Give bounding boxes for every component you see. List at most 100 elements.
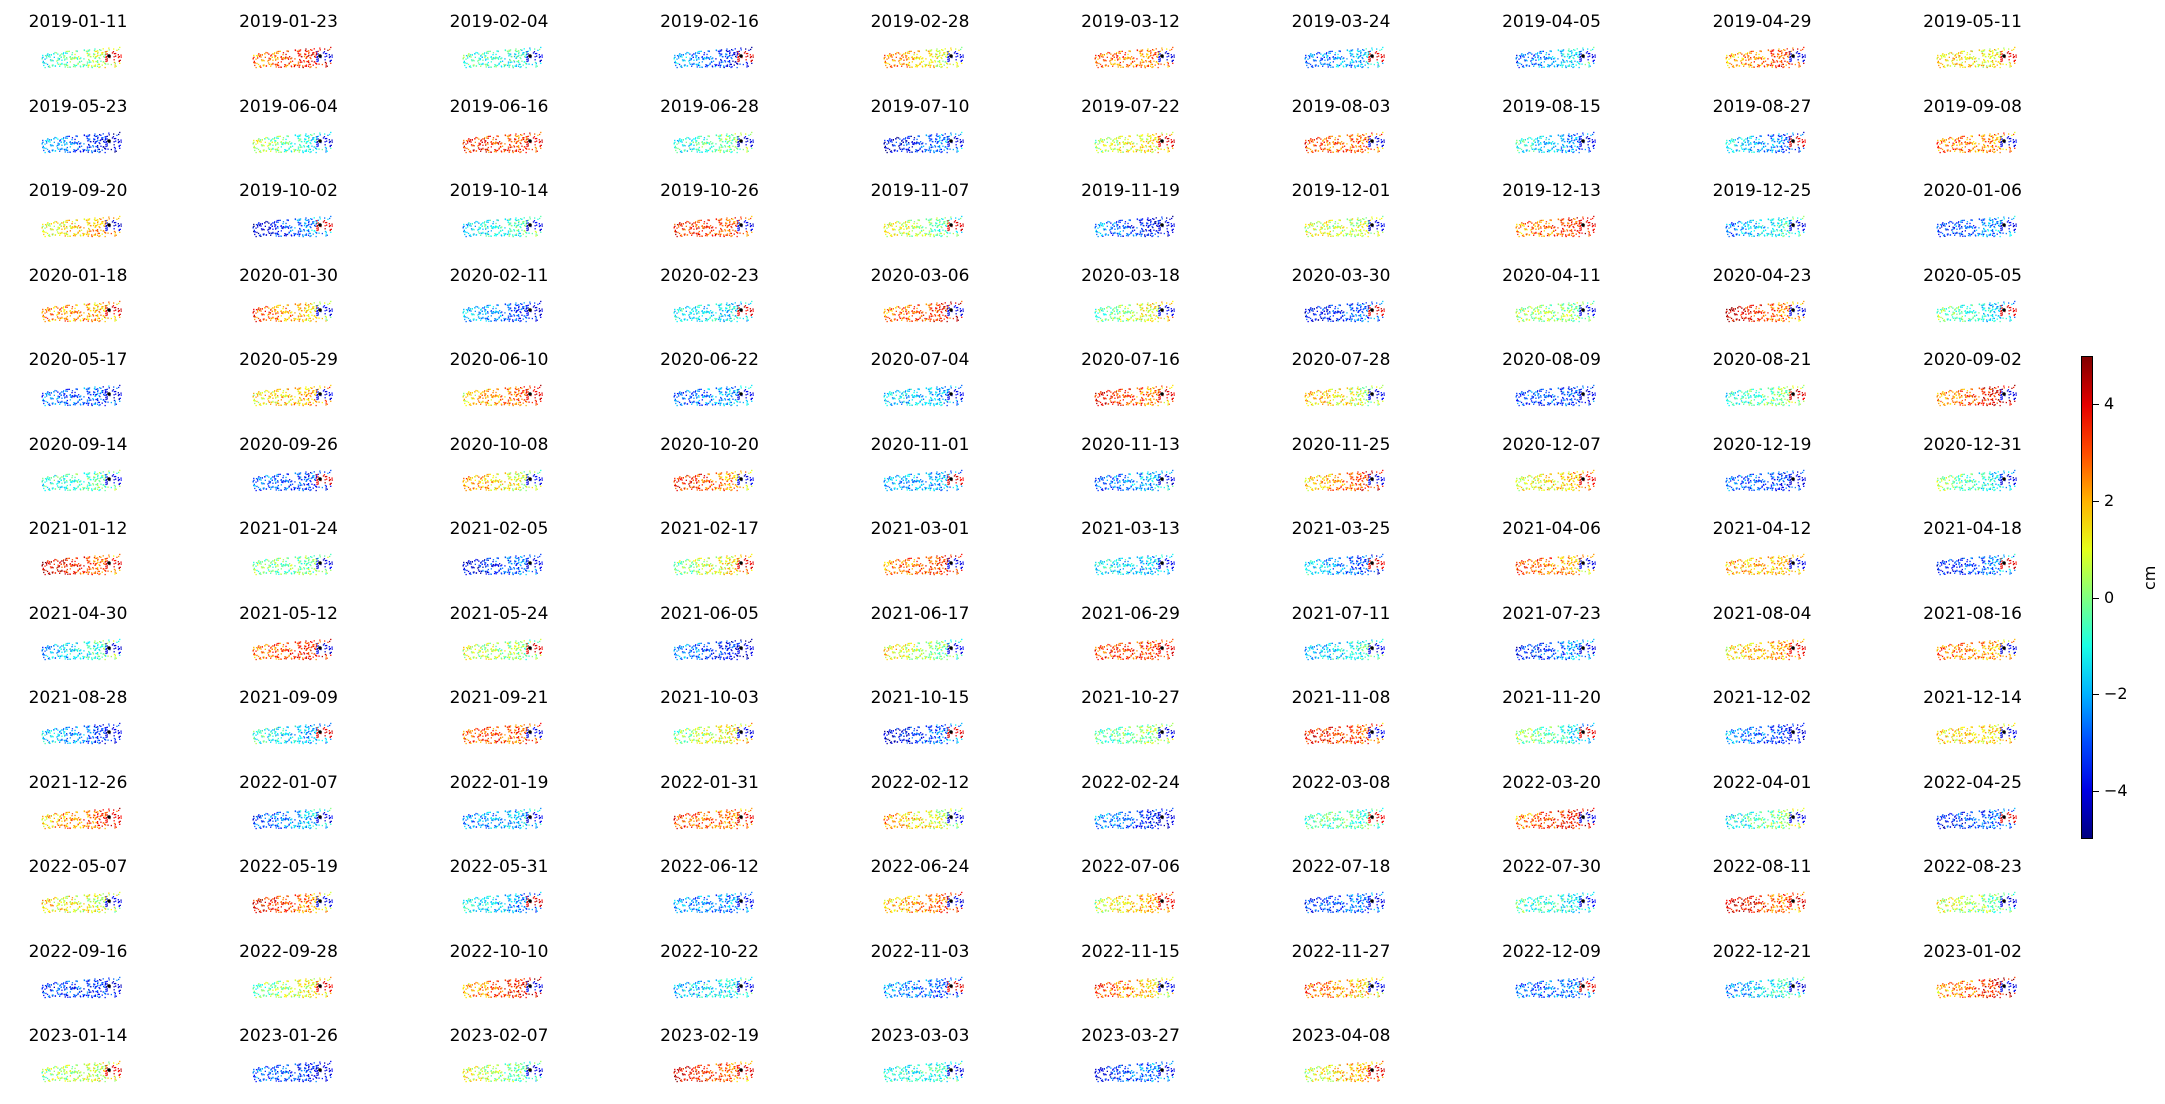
scatter-point xyxy=(1360,139,1362,141)
scatter-point xyxy=(66,141,68,143)
scatter-point xyxy=(893,64,895,66)
scatter-point xyxy=(1149,61,1151,63)
scatter-point xyxy=(1342,146,1344,148)
scatter-point xyxy=(1763,142,1765,144)
scatter-point xyxy=(1538,136,1540,139)
scatter-point xyxy=(51,65,54,67)
scatter-point xyxy=(744,135,746,137)
scatter-point xyxy=(76,57,79,59)
scatter-point xyxy=(730,148,732,150)
scatter-point xyxy=(906,66,908,68)
scatter-point xyxy=(533,135,536,137)
scatter-point xyxy=(914,57,916,59)
scatter-point xyxy=(731,138,733,141)
scatter-point xyxy=(683,144,686,146)
scatter-point xyxy=(1776,60,1778,62)
scatter-point xyxy=(1163,63,1165,66)
scatter-point xyxy=(731,145,734,147)
scatter-point xyxy=(683,65,685,67)
scatter-point xyxy=(471,144,473,146)
scatter-point xyxy=(1550,63,1553,65)
scatter-point xyxy=(1167,140,1169,142)
scatter-point xyxy=(83,133,85,136)
scatter-point xyxy=(1126,57,1128,59)
scatter-point xyxy=(1125,65,1127,68)
scatter-point xyxy=(1730,140,1732,142)
scatter-point xyxy=(690,55,692,57)
scatter-point xyxy=(1328,149,1331,151)
scatter-point xyxy=(63,136,65,138)
scatter-point xyxy=(1763,65,1765,67)
scatter-point xyxy=(1139,146,1141,148)
scatter-point xyxy=(43,64,45,67)
scatter-point xyxy=(712,60,714,62)
scatter-point xyxy=(943,138,945,140)
scatter-point xyxy=(59,65,61,67)
scatter-point xyxy=(921,146,923,148)
scatter-point xyxy=(1748,150,1750,153)
scatter-point xyxy=(527,60,529,62)
scatter-point xyxy=(1994,54,1996,56)
scatter-point xyxy=(267,144,269,146)
scatter-point xyxy=(64,143,66,146)
scatter-point xyxy=(2010,49,2013,51)
scatter-point xyxy=(518,139,520,141)
scatter-point xyxy=(1984,56,1986,58)
scatter-point xyxy=(1534,53,1536,55)
scatter-point xyxy=(1988,48,1991,50)
scatter-point xyxy=(540,144,542,146)
scatter-point xyxy=(720,133,722,136)
scatter-point xyxy=(1771,139,1773,141)
scatter-point xyxy=(1097,66,1099,69)
scatter-point xyxy=(1104,149,1106,152)
scatter-point xyxy=(87,49,89,51)
scatter-point xyxy=(1170,54,1172,56)
scatter-point xyxy=(734,48,736,50)
scatter-point xyxy=(729,66,732,69)
scatter-point xyxy=(1527,136,1530,138)
scatter-point xyxy=(255,55,257,57)
scatter-point xyxy=(898,146,901,149)
scatter-point xyxy=(464,146,466,149)
scatter-point xyxy=(680,54,682,56)
scatter-point xyxy=(64,139,66,141)
scatter-point xyxy=(746,137,748,139)
scatter-point xyxy=(65,148,67,150)
scatter-point xyxy=(527,58,529,60)
scatter-point xyxy=(687,136,689,139)
scatter-point xyxy=(1147,65,1149,67)
scatter-point xyxy=(1567,134,1569,136)
scatter-point xyxy=(328,56,330,59)
scatter-point xyxy=(694,53,696,55)
scatter-point xyxy=(1999,66,2001,69)
scatter-point xyxy=(917,50,919,52)
panel-scatter xyxy=(1515,46,1596,69)
scatter-point xyxy=(962,56,964,58)
scatter-point xyxy=(1136,133,1138,136)
scatter-point xyxy=(1739,52,1742,54)
scatter-point xyxy=(732,138,734,140)
scatter-point xyxy=(1537,143,1540,145)
scatter-point xyxy=(120,139,122,141)
scatter-point xyxy=(1366,141,1368,143)
scatter-point xyxy=(63,139,65,141)
scatter-point xyxy=(1948,51,1951,54)
scatter-point xyxy=(1116,143,1118,146)
scatter-point xyxy=(1324,147,1326,149)
scatter-point xyxy=(274,143,277,145)
scatter-point xyxy=(1113,62,1116,65)
scatter-point xyxy=(478,148,480,150)
scatter-point xyxy=(315,58,318,61)
scatter-point xyxy=(888,148,891,150)
scatter-point xyxy=(1322,55,1324,57)
scatter-point xyxy=(522,136,524,138)
scatter-point xyxy=(935,138,937,140)
scatter-point xyxy=(907,136,909,139)
scatter-point xyxy=(1166,61,1168,64)
scatter-point xyxy=(949,63,951,65)
scatter-point xyxy=(1377,62,1379,64)
scatter-point xyxy=(1355,55,1358,58)
scatter-point xyxy=(308,151,311,153)
scatter-point xyxy=(296,149,298,151)
scatter-point xyxy=(736,151,738,153)
